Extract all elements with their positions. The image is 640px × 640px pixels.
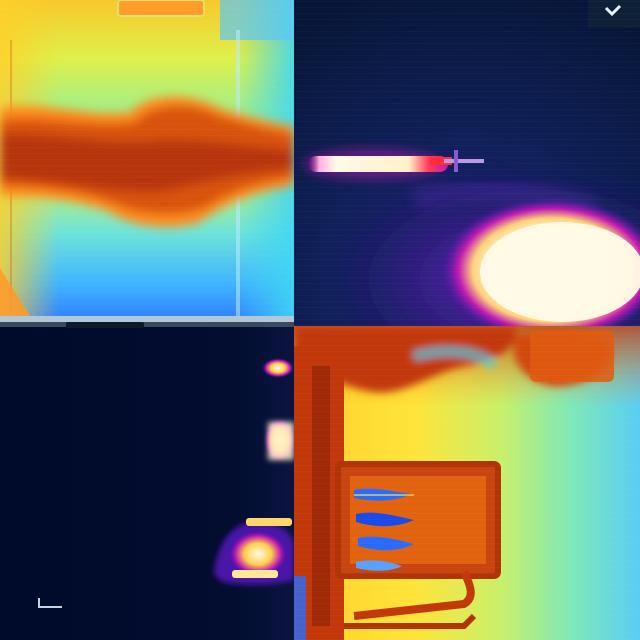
thermal-panel-bottom-left — [0, 322, 294, 640]
flame-thermal-image — [294, 0, 640, 326]
apparatus-thermal-image — [294, 326, 640, 640]
thermal-panel-top-left — [0, 0, 294, 322]
thermal-panel-bottom-right — [294, 326, 640, 640]
plume-thermal-image — [0, 0, 294, 322]
dark-scene-thermal-image — [0, 322, 294, 640]
thermal-panel-top-right — [294, 0, 640, 326]
